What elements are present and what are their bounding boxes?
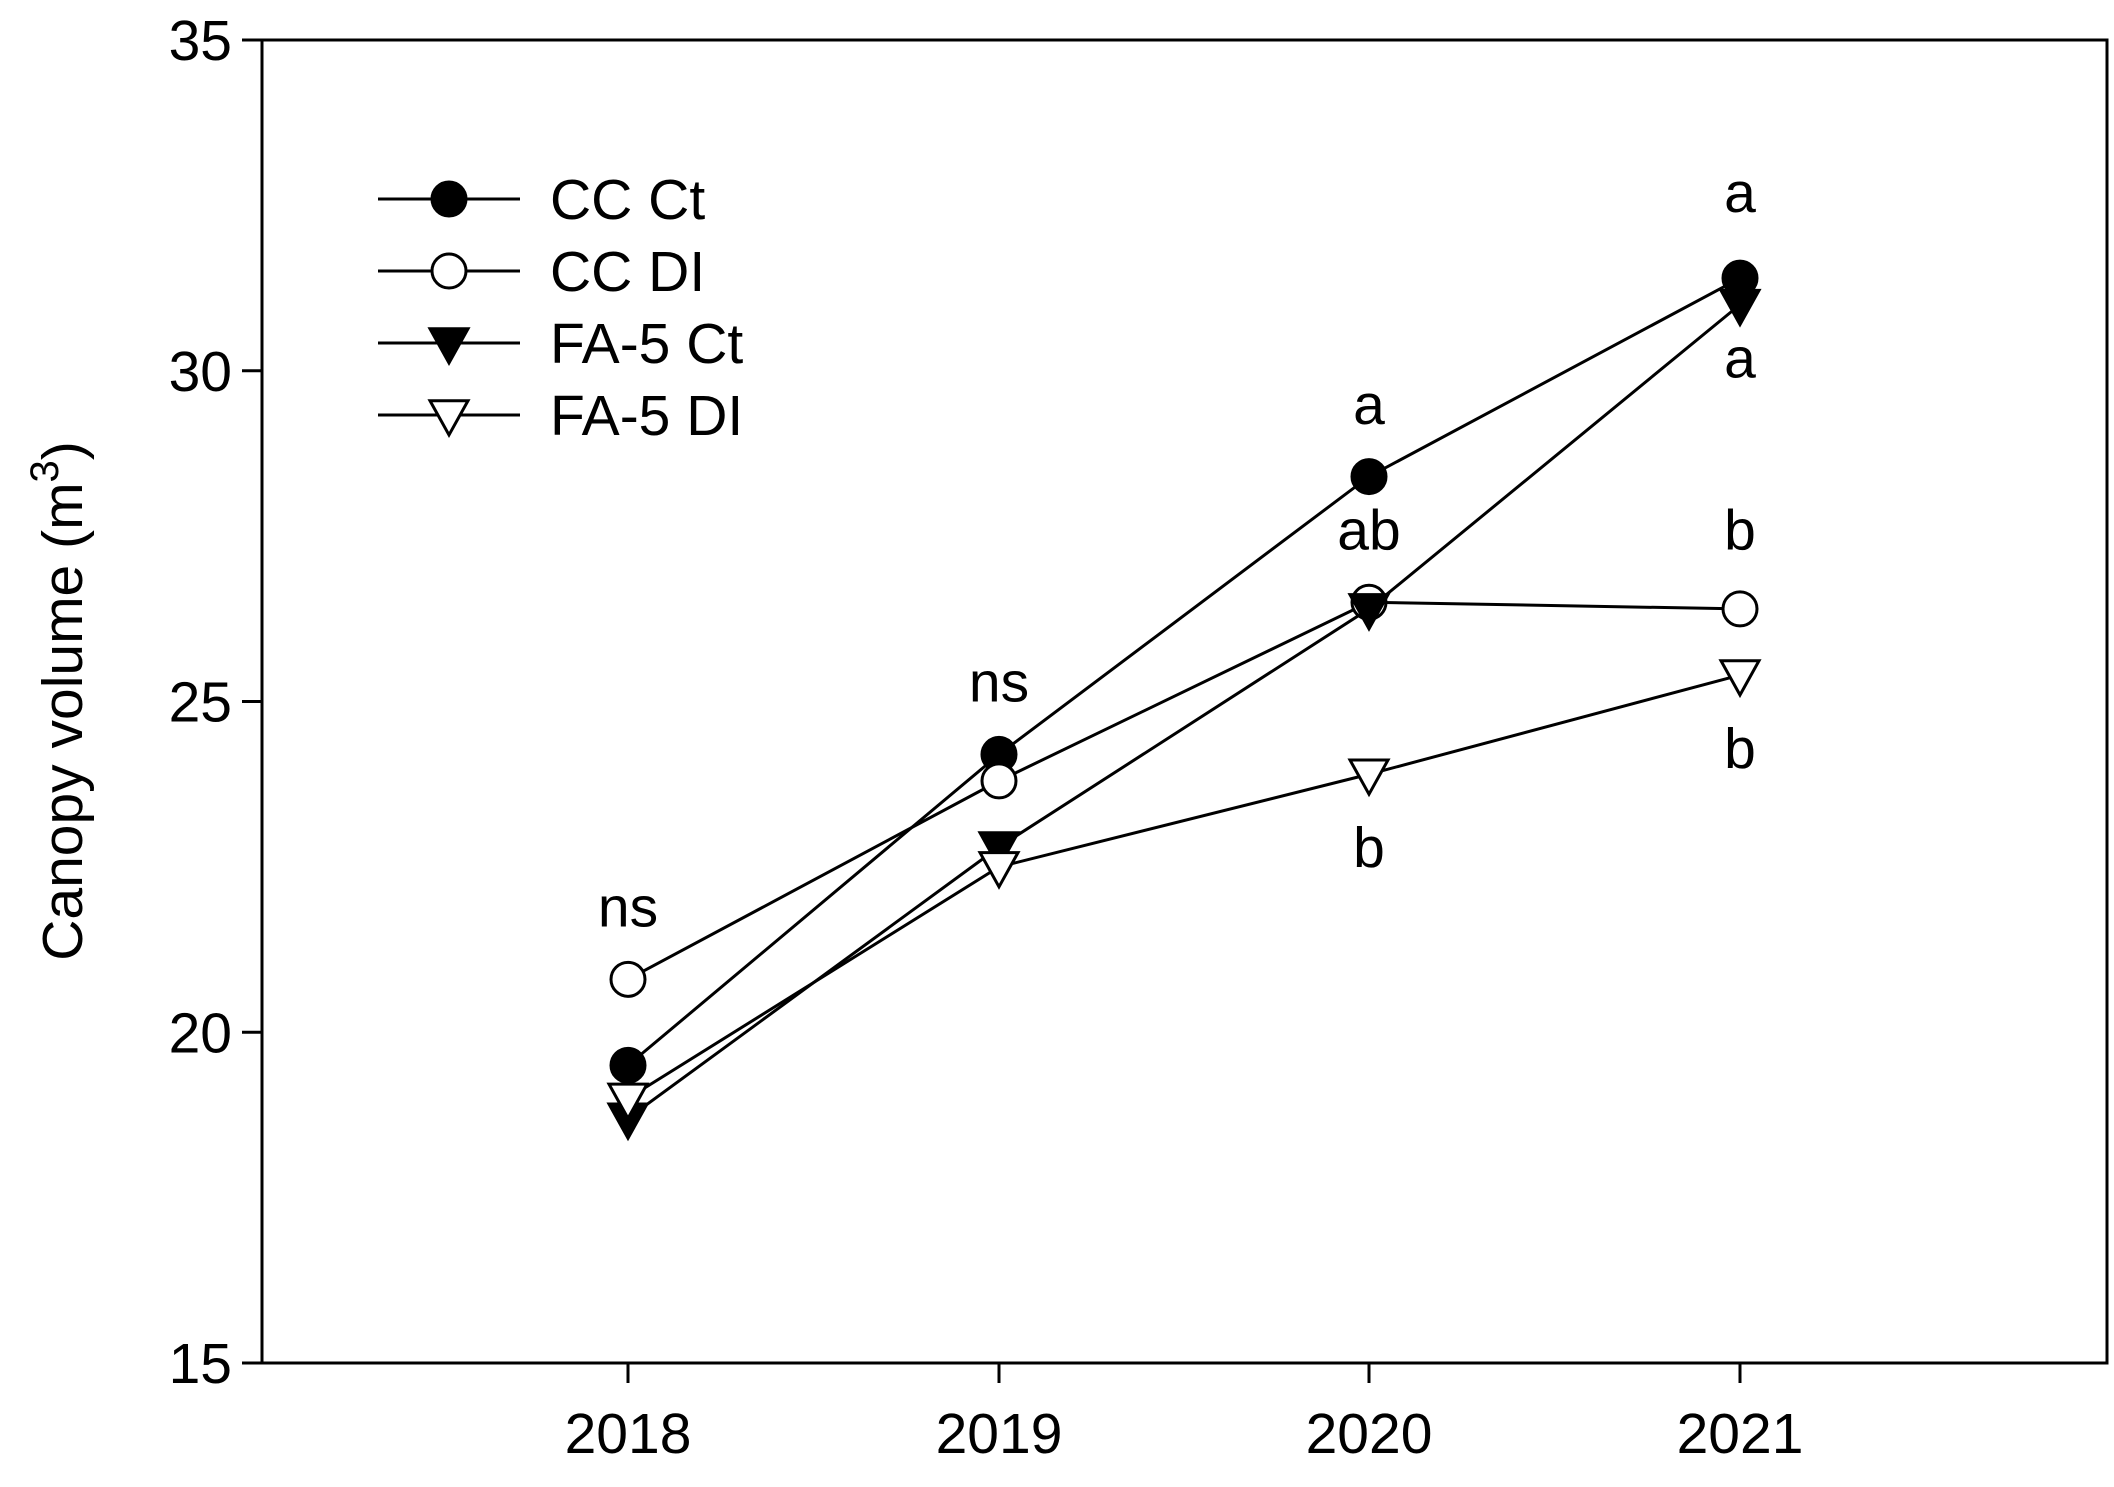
legend-marker bbox=[430, 252, 468, 290]
series-fa-5-di bbox=[606, 659, 1762, 1122]
series-cc-ct bbox=[609, 259, 1759, 1084]
data-point-cc-di bbox=[980, 762, 1018, 800]
data-point-fa-5-di bbox=[1718, 659, 1762, 699]
significance-label: ab bbox=[1337, 499, 1400, 563]
x-tick-label: 2020 bbox=[1306, 1402, 1433, 1466]
legend-label: FA-5 Ct bbox=[550, 312, 743, 376]
x-tick-label: 2018 bbox=[565, 1402, 692, 1466]
legend-label: CC DI bbox=[550, 240, 705, 304]
y-tick-label: 35 bbox=[169, 9, 232, 73]
series-line-cc-ct bbox=[627, 276, 1741, 1067]
legend-label: FA-5 DI bbox=[550, 384, 743, 448]
y-tick-label: 30 bbox=[169, 340, 232, 404]
significance-label: a bbox=[1724, 161, 1756, 225]
x-tick-label: 2021 bbox=[1677, 1402, 1804, 1466]
plot-frame bbox=[260, 38, 2109, 1365]
significance-label: ns bbox=[969, 651, 1029, 715]
x-tick-label: 2019 bbox=[936, 1402, 1063, 1466]
y-axis: 15 20 25 30 35 bbox=[169, 9, 262, 1396]
legend-label: CC Ct bbox=[550, 168, 705, 232]
data-point-fa-5-di bbox=[1347, 758, 1391, 798]
series-line-fa-5-di bbox=[627, 673, 1741, 1100]
x-axis: 2018 2019 2020 2021 bbox=[565, 1363, 1804, 1466]
y-tick-label: 25 bbox=[169, 671, 232, 735]
legend-item-cc-ct: CC Ct bbox=[378, 168, 705, 232]
significance-label: a bbox=[1353, 373, 1385, 437]
data-point-cc-di bbox=[609, 960, 647, 998]
data-point-fa-5-ct bbox=[1718, 288, 1762, 328]
legend-item-fa-5-di: FA-5 DI bbox=[378, 384, 743, 448]
data-point-fa-5-di bbox=[606, 1082, 650, 1122]
data-point-cc-ct bbox=[1350, 458, 1388, 496]
significance-label: b bbox=[1353, 816, 1385, 880]
legend: CC Ct CC DI FA-5 Ct FA-5 DI bbox=[378, 168, 743, 448]
y-tick-label: 20 bbox=[169, 1001, 232, 1065]
y-tick-label: 15 bbox=[169, 1332, 232, 1396]
significance-label: b bbox=[1724, 717, 1756, 781]
legend-item-fa-5-ct: FA-5 Ct bbox=[378, 312, 743, 376]
legend-item-cc-di: CC DI bbox=[378, 240, 705, 304]
significance-label: ns bbox=[598, 876, 658, 940]
series-line-cc-di bbox=[627, 600, 1741, 981]
series-line-fa-5-ct bbox=[627, 303, 1741, 1120]
y-axis-label: Canopy volume (m3) bbox=[23, 441, 95, 961]
data-point-cc-ct bbox=[609, 1046, 647, 1084]
data-point-fa-5-ct bbox=[977, 831, 1021, 871]
data-point-fa-5-ct bbox=[1347, 593, 1391, 632]
data-point-fa-5-di bbox=[977, 851, 1021, 890]
significance-label: b bbox=[1724, 499, 1756, 563]
series-fa-5-ct bbox=[606, 288, 1762, 1142]
data-point-cc-di bbox=[1721, 590, 1759, 628]
legend-marker bbox=[427, 327, 471, 367]
series-layer bbox=[606, 259, 1762, 1142]
significance-label: a bbox=[1724, 327, 1756, 391]
legend-marker bbox=[427, 399, 471, 439]
legend-marker bbox=[430, 180, 468, 218]
